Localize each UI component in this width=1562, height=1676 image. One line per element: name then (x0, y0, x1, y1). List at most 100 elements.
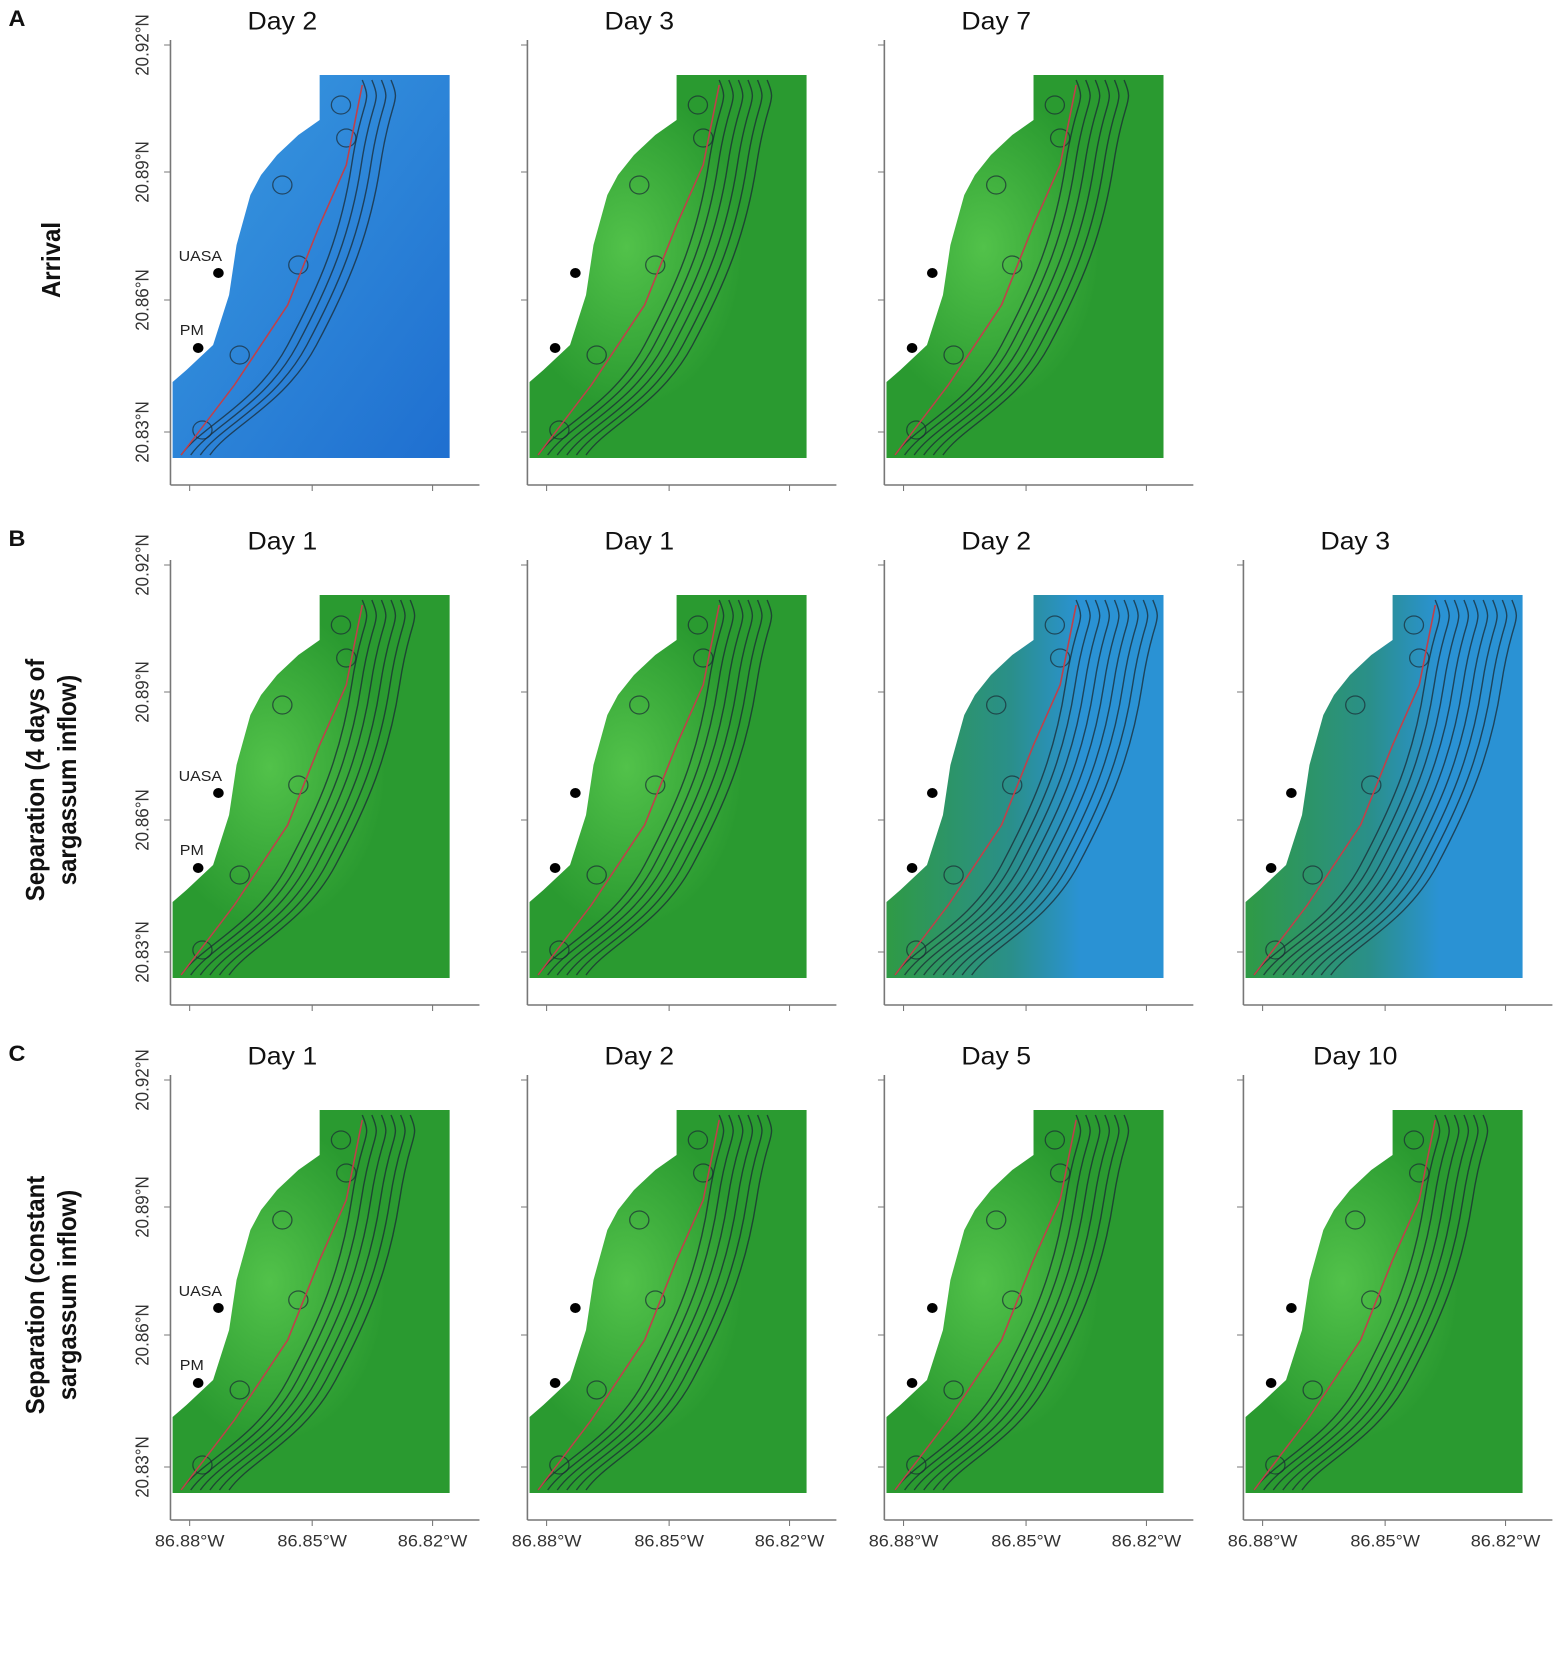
site-marker (906, 1378, 918, 1388)
x-tick-label: 86.82°W (398, 1531, 468, 1550)
y-tick-label: 20.83°N (132, 921, 153, 983)
panel-title: Day 3 (604, 8, 674, 35)
site-marker (192, 1378, 204, 1388)
map-panel: Day 1 UASA PM 20.92°N 20.89°N 20.86°N 20.83°N (132, 528, 480, 1011)
contour-eddy (943, 865, 964, 885)
contour-line (942, 1114, 1130, 1491)
row-label: Separation (constant (22, 1176, 50, 1415)
contour-eddy (549, 420, 570, 440)
site-label: PM (180, 1357, 204, 1373)
y-tick-label: 20.86°N (132, 789, 153, 851)
site-marker (570, 268, 581, 278)
contour-eddy (336, 128, 357, 148)
reef-line (537, 604, 720, 976)
model-domain (172, 75, 450, 458)
x-tick-label: 86.82°W (1471, 1531, 1541, 1550)
contour-line (209, 599, 397, 976)
contour-line (961, 599, 1149, 976)
contour-eddy (1408, 1163, 1430, 1183)
contour-line (199, 599, 387, 976)
contour-eddy (272, 175, 293, 195)
contour-line (547, 79, 734, 456)
contour-line (180, 599, 368, 976)
reef-line (1253, 604, 1436, 976)
contour-eddy (645, 1290, 666, 1310)
contour-line (1253, 599, 1441, 976)
contour-eddy (985, 1210, 1007, 1230)
reef-line (537, 84, 720, 456)
x-tick-label: 86.85°W (991, 1531, 1061, 1550)
x-tick-label: 86.82°W (755, 1531, 825, 1550)
contour-eddy (692, 1163, 714, 1183)
reef-line (894, 604, 1077, 976)
site-marker (1286, 788, 1297, 798)
contour-eddy (1345, 1210, 1366, 1230)
panel-title: Day 7 (961, 8, 1031, 35)
contour-line (932, 599, 1120, 976)
contour-line (209, 1114, 397, 1491)
site-label: UASA (179, 768, 223, 784)
contour-eddy (1361, 775, 1382, 795)
contour-line (923, 79, 1110, 456)
map-panel: Day 7 (877, 8, 1194, 491)
site-marker (549, 1378, 561, 1388)
panel-letter: C (9, 1040, 26, 1065)
contour-line (1263, 1114, 1450, 1491)
contour-eddy (229, 865, 250, 885)
contour-line (199, 1114, 387, 1491)
contour-eddy (943, 345, 964, 365)
contour-eddy (906, 940, 927, 960)
contour-eddy (229, 1380, 250, 1400)
contour-line (932, 79, 1120, 456)
contour-eddy (330, 95, 352, 115)
map-panel: Day 2 (877, 528, 1194, 1011)
site-marker (1265, 1378, 1277, 1388)
contour-line (1253, 1114, 1441, 1491)
reef-line (180, 1119, 364, 1491)
contour-line (190, 599, 377, 976)
x-tick-label: 86.88°W (869, 1531, 939, 1550)
contour-eddy (1044, 615, 1066, 635)
contour-eddy (586, 345, 607, 365)
contour-line (180, 79, 368, 456)
contour-line (1330, 599, 1518, 976)
site-marker (926, 1303, 938, 1313)
contour-line (585, 1114, 773, 1491)
contour-eddy (192, 940, 213, 960)
contour-line (942, 599, 1130, 976)
model-domain (1245, 595, 1523, 978)
contour-line (566, 599, 754, 976)
panel-letter: A (9, 5, 26, 30)
contour-line (923, 1114, 1110, 1491)
contour-eddy (272, 1210, 293, 1230)
contour-eddy (985, 175, 1007, 195)
contour-eddy (1408, 648, 1430, 668)
map-panel: Day 3 (521, 8, 837, 491)
site-marker (926, 788, 938, 798)
reef-line (180, 604, 364, 976)
contour-line (575, 1114, 763, 1491)
contour-eddy (943, 1380, 964, 1400)
contour-line (913, 1114, 1101, 1491)
y-tick-label: 20.89°N (132, 1176, 153, 1238)
contour-eddy (192, 1455, 213, 1475)
contour-eddy (1361, 1290, 1382, 1310)
contour-line (575, 79, 763, 456)
map-panel: Day 3 (1237, 528, 1553, 1011)
contour-line (585, 599, 773, 976)
contour-eddy (288, 255, 309, 275)
contour-line (904, 79, 1091, 456)
reef-line (894, 84, 1077, 456)
contour-eddy (1049, 648, 1071, 668)
panel-title: Day 10 (1313, 1043, 1397, 1070)
x-tick-label: 86.88°W (512, 1531, 582, 1550)
contour-line (537, 1114, 725, 1491)
contour-line (1282, 1114, 1470, 1491)
contour-line (1320, 599, 1508, 976)
contour-eddy (549, 940, 570, 960)
contour-eddy (1001, 1290, 1023, 1310)
panel-title: Day 2 (961, 528, 1031, 555)
site-marker (192, 343, 204, 353)
site-marker (570, 1303, 581, 1313)
